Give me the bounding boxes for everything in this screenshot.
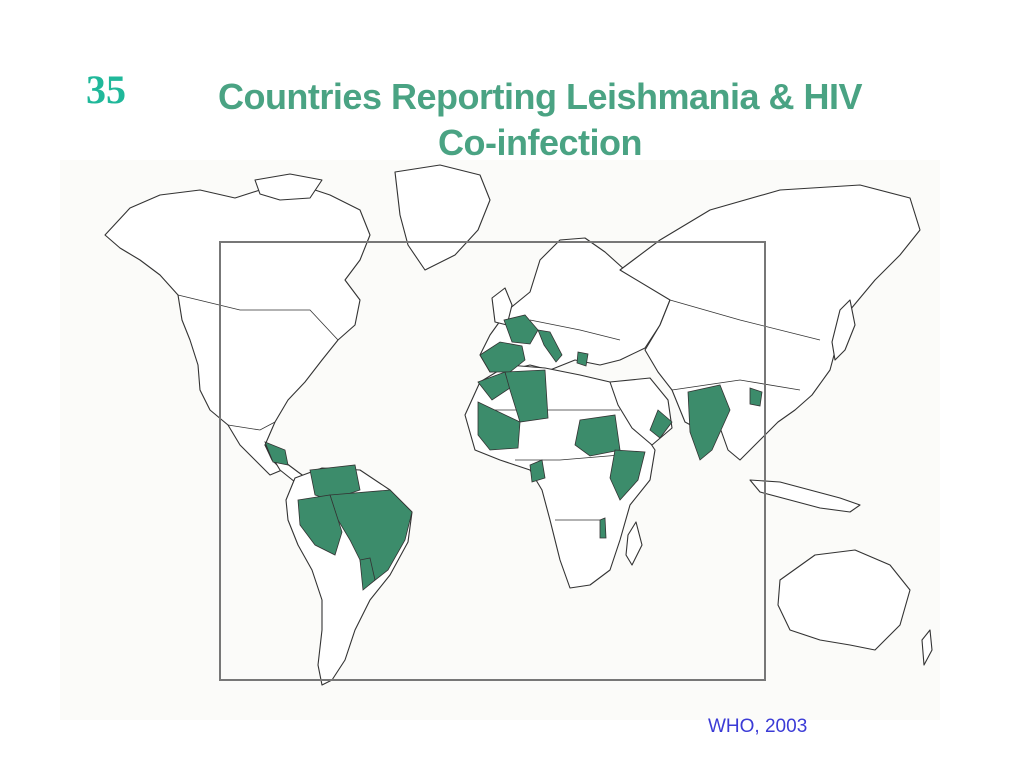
- region-paraguay: [359, 557, 376, 591]
- border-asia-1: [669, 299, 821, 341]
- landmass-north-america: [104, 184, 371, 476]
- source-label: WHO, 2003: [708, 716, 808, 737]
- region-algeria: [504, 369, 549, 423]
- landmass-british-isles: [491, 287, 513, 326]
- border-canada-us: [177, 294, 339, 341]
- region-brazil: [329, 489, 413, 589]
- landmass-madagascar: [625, 521, 643, 566]
- border-europe: [529, 319, 621, 341]
- landmass-australia: [777, 549, 911, 651]
- region-italy: [537, 329, 563, 363]
- region-spain-portugal: [479, 341, 526, 373]
- landmass-arctic-islands: [254, 173, 323, 201]
- page-title: Countries Reporting Leishmania & HIV Co-…: [150, 74, 930, 166]
- world-map: [60, 160, 940, 720]
- region-ethiopia-kenya: [609, 449, 646, 501]
- region-greece: [576, 351, 589, 367]
- border-africa-mid: [515, 454, 621, 461]
- landmass-greenland: [394, 164, 491, 271]
- map-frame: [219, 241, 766, 681]
- title-line-2: Co-infection: [438, 122, 642, 163]
- border-us-mexico: [227, 421, 276, 431]
- region-mexico: [264, 441, 289, 466]
- slide-number: 35: [86, 67, 126, 112]
- region-mauritania-mali: [477, 401, 521, 451]
- region-peru-bolivia: [297, 494, 343, 556]
- landmass-japan: [831, 299, 856, 361]
- region-malawi: [599, 517, 607, 539]
- region-oman: [649, 409, 673, 439]
- world-map-svg: [104, 164, 933, 686]
- landmass-indonesia: [749, 479, 861, 513]
- title-line-1: Countries Reporting Leishmania & HIV: [217, 76, 863, 117]
- region-cameroon: [529, 459, 546, 483]
- region-india: [687, 384, 731, 461]
- region-france: [503, 314, 539, 345]
- border-asia-2: [671, 379, 801, 391]
- landmass-new-zealand: [921, 629, 933, 666]
- region-bangladesh: [749, 387, 763, 407]
- region-sudan: [574, 414, 621, 457]
